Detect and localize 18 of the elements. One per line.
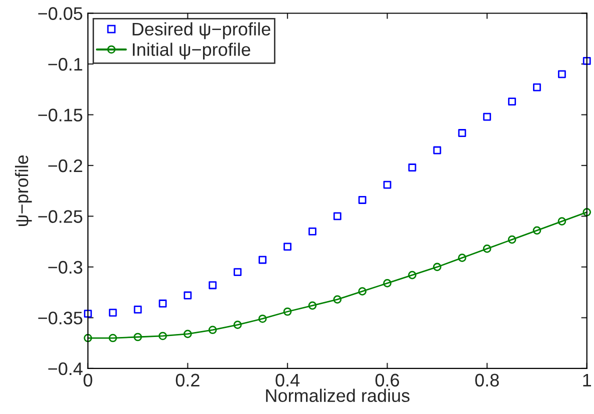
y-tick-label: −0.3	[48, 260, 82, 274]
y-tick-label: −0.15	[38, 108, 82, 122]
y-tick-label: −0.1	[48, 58, 82, 71]
x-tick-label: 0.4	[276, 374, 300, 387]
x-tick-label: 1	[583, 374, 592, 386]
y-tick-label: −0.05	[38, 7, 82, 20]
y-tick-label: −0.2	[48, 159, 82, 172]
y-axis-title: ψ−profile	[14, 155, 32, 226]
x-tick-label: 0	[84, 374, 92, 387]
x-tick-label: 0.2	[176, 374, 200, 387]
x-tick-label: 0.8	[475, 374, 499, 387]
y-tick-label: −0.35	[38, 312, 82, 324]
legend-label: Desired ψ−profile	[132, 22, 270, 40]
y-tick-label: −0.25	[38, 210, 82, 223]
legend-label: Initial ψ−profile	[132, 42, 250, 60]
y-tick-label: −0.4	[48, 362, 83, 376]
x-tick-label: 0.6	[375, 374, 400, 387]
x-axis-title: Normalized radius	[266, 388, 410, 402]
